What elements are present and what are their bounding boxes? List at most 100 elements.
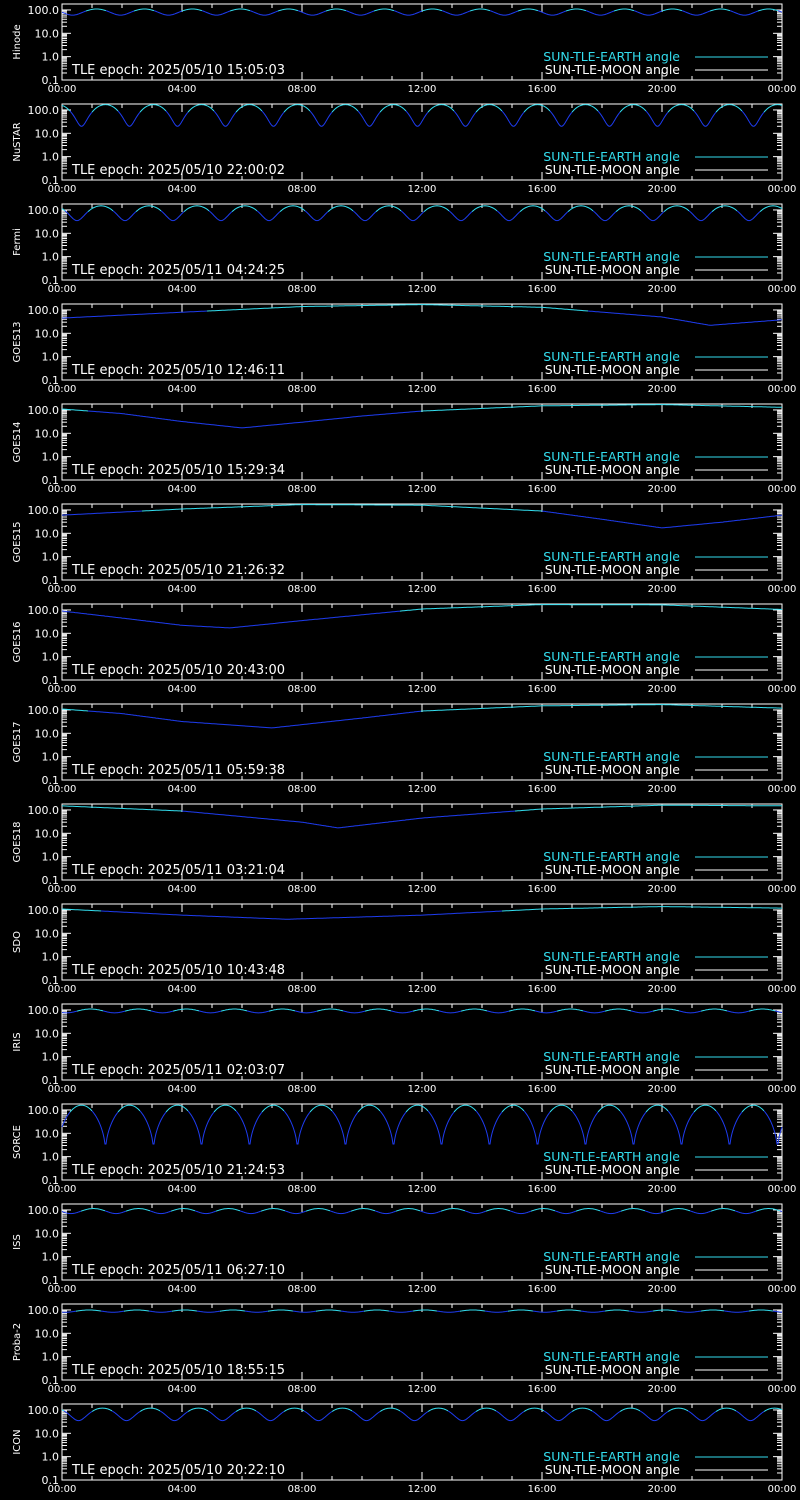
y-tick-label: 1.0 (42, 1151, 60, 1164)
y-tick-label: 0.1 (42, 974, 60, 987)
sun-tle-earth-series (734, 1210, 757, 1215)
sun-tle-earth-series (283, 1407, 305, 1412)
sun-tle-earth-series (63, 1410, 93, 1422)
panel-goes16: 100.0 10.0 1.0 0.1 00:00 04:00 08:00 12:00 16:00… (0, 600, 800, 700)
satellite-name: ISS (12, 1234, 23, 1250)
y-tick-label: 10.0 (35, 1127, 60, 1140)
y-tick-label: 100.0 (28, 104, 60, 117)
satellite-name: GOES15 (12, 521, 23, 562)
sun-tle-earth-series (715, 104, 743, 113)
x-tick-label: 00:00 (48, 1384, 77, 1395)
sun-tle-earth-series (305, 1208, 331, 1212)
legend-moon-label: SUN-TLE-MOON angle (545, 62, 681, 77)
sun-tle-earth-series (471, 205, 498, 212)
x-tick-label: 20:00 (648, 984, 677, 995)
legend-earth-label: SUN-TLE-EARTH angle (543, 549, 680, 564)
sun-tle-earth-series (412, 1008, 440, 1012)
sun-tle-earth-series (148, 1310, 173, 1313)
y-tick-label: 100.0 (28, 4, 60, 17)
x-tick-label: 00:00 (768, 684, 797, 695)
x-tick-label: 08:00 (288, 184, 317, 195)
legend-moon-label: SUN-TLE-MOON angle (545, 462, 681, 477)
sun-tle-earth-series (486, 1010, 510, 1014)
y-tick-label: 0.1 (42, 274, 60, 287)
sun-tle-earth-series (170, 1208, 196, 1212)
satellite-name: Fermi (12, 228, 23, 256)
sun-tle-earth-series (61, 805, 182, 812)
sun-tle-earth-series (748, 1008, 776, 1012)
y-tick-label: 10.0 (35, 727, 60, 740)
satellite-name: GOES16 (12, 621, 23, 662)
y-tick-label: 10.0 (35, 627, 60, 640)
y-tick-label: 1.0 (42, 51, 60, 64)
x-tick-label: 00:00 (768, 1284, 797, 1295)
sun-tle-earth-series (496, 210, 521, 222)
sun-tle-earth-series (172, 1008, 200, 1012)
tle-epoch-label: TLE epoch: 2025/05/10 10:43:48 (71, 963, 285, 978)
sun-tle-earth-series (91, 1110, 119, 1145)
sun-tle-earth-series (61, 1111, 71, 1128)
sun-tle-earth-series (736, 210, 761, 222)
x-tick-label: 20:00 (648, 1384, 677, 1395)
x-tick-label: 16:00 (528, 284, 557, 295)
sun-tle-earth-series (597, 110, 621, 127)
y-tick-label: 1.0 (42, 651, 60, 664)
panel-chart: 100.010.01.00.100:00 04:00 08:00 12:00 16:00… (12, 703, 797, 795)
x-tick-label: 12:00 (408, 484, 437, 495)
x-tick-label: 16:00 (528, 184, 557, 195)
x-tick-label: 00:00 (768, 84, 797, 95)
sun-tle-earth-series (515, 804, 782, 812)
y-tick-label: 0.1 (42, 374, 60, 387)
legend-moon-label: SUN-TLE-MOON angle (545, 1162, 681, 1177)
x-tick-label: 08:00 (288, 1084, 317, 1095)
sun-tle-earth-series (194, 1210, 217, 1215)
x-tick-label: 04:00 (168, 1284, 197, 1295)
sun-tle-earth-series (772, 1310, 782, 1313)
satellite-name: GOES18 (12, 821, 23, 862)
sun-tle-earth-series (447, 1410, 477, 1422)
sun-tle-earth-series (261, 110, 285, 127)
sun-tle-earth-series (249, 10, 279, 16)
sun-tle-earth-series (357, 1104, 381, 1113)
sun-tle-earth-series (715, 1407, 737, 1412)
sun-tle-earth-series (87, 205, 114, 212)
x-tick-label: 16:00 (528, 484, 557, 495)
sun-tle-earth-series (507, 1309, 534, 1312)
sun-tle-earth-series (619, 1407, 641, 1412)
sun-tle-earth-series (61, 1010, 78, 1014)
sun-tle-earth-series (509, 1210, 532, 1215)
sun-tle-earth-series (763, 104, 783, 113)
x-tick-label: 16:00 (528, 1384, 557, 1395)
x-tick-label: 08:00 (288, 584, 317, 595)
sun-tle-earth-series (585, 10, 615, 16)
y-tick-label: 1.0 (42, 1051, 60, 1064)
sun-tle-earth-series (619, 1110, 647, 1145)
x-tick-label: 00:00 (48, 984, 77, 995)
x-tick-label: 12:00 (408, 284, 437, 295)
sun-tle-earth-series (757, 8, 779, 12)
y-tick-label: 100.0 (28, 904, 60, 917)
sun-tle-earth-series (117, 1104, 141, 1113)
x-tick-label: 04:00 (168, 184, 197, 195)
sun-tle-earth-series (693, 110, 717, 127)
sun-tle-earth-series (395, 1208, 421, 1212)
x-tick-label: 04:00 (168, 1384, 197, 1395)
y-tick-label: 100.0 (28, 604, 60, 617)
x-tick-label: 00:00 (768, 784, 797, 795)
y-tick-label: 100.0 (28, 704, 60, 717)
panel-iris: 100.0 10.0 1.0 0.1 00:00 04:00 08:00 12:00 16:00… (0, 1000, 800, 1100)
sun-tle-earth-series (150, 1010, 174, 1014)
sun-tle-earth-series (76, 1008, 104, 1012)
legend-moon-label: SUN-TLE-MOON angle (545, 162, 681, 177)
y-tick-label: 1.0 (42, 451, 60, 464)
legend-earth-label: SUN-TLE-EARTH angle (543, 1249, 680, 1264)
sun-tle-earth-series (125, 1208, 151, 1212)
y-tick-label: 1.0 (42, 1351, 60, 1364)
sun-tle-earth-series (207, 304, 589, 312)
x-tick-label: 00:00 (768, 284, 797, 295)
sun-tle-earth-series (554, 1210, 577, 1215)
x-tick-label: 16:00 (528, 1184, 557, 1195)
x-tick-label: 12:00 (408, 884, 437, 895)
y-tick-label: 1.0 (42, 951, 60, 964)
sun-tle-earth-series (427, 104, 455, 113)
